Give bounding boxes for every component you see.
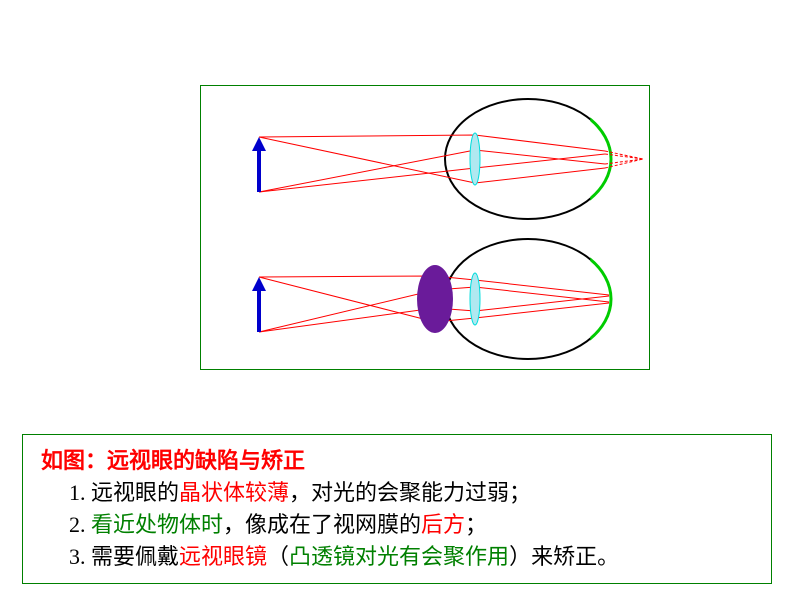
text-segment: （ xyxy=(267,544,289,569)
diagram-container xyxy=(200,85,650,370)
text-segment: ，像成在了视网膜的 xyxy=(223,512,421,537)
text-segment: ； xyxy=(465,512,487,537)
text-segment: 晶状体较薄 xyxy=(179,480,289,505)
explanation-line-0: 如图：远视眼的缺陷与矫正 xyxy=(41,445,753,477)
explanation-line-3: 3. 需要佩戴远视眼镜（凸透镜对光有会聚作用）来矫正。 xyxy=(41,541,753,573)
explanation-box: 如图：远视眼的缺陷与矫正1. 远视眼的晶状体较薄，对光的会聚能力过弱；2. 看近… xyxy=(22,434,772,584)
text-segment: 远视眼镜 xyxy=(179,544,267,569)
explanation-line-1: 1. 远视眼的晶状体较薄，对光的会聚能力过弱； xyxy=(41,477,753,509)
text-segment: 如图：远视眼的缺陷与矫正 xyxy=(41,448,305,473)
eye-diagram-svg xyxy=(201,86,651,371)
text-segment: 看近处物体时 xyxy=(91,512,223,537)
text-segment: ，对光的会聚能力过弱； xyxy=(289,480,531,505)
explanation-line-2: 2. 看近处物体时，像成在了视网膜的后方； xyxy=(41,509,753,541)
text-segment: ）来矫正。 xyxy=(509,544,619,569)
text-segment: 2. xyxy=(69,512,91,537)
text-segment: 1. 远视眼的 xyxy=(69,480,179,505)
text-segment: 3. 需要佩戴 xyxy=(69,544,179,569)
text-segment: 凸透镜对光有会聚作用 xyxy=(289,544,509,569)
text-segment: 后方 xyxy=(421,512,465,537)
